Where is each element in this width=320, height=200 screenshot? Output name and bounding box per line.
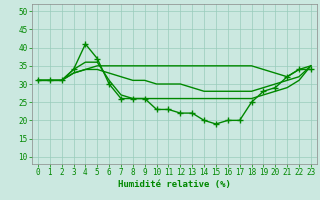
X-axis label: Humidité relative (%): Humidité relative (%) (118, 180, 231, 189)
